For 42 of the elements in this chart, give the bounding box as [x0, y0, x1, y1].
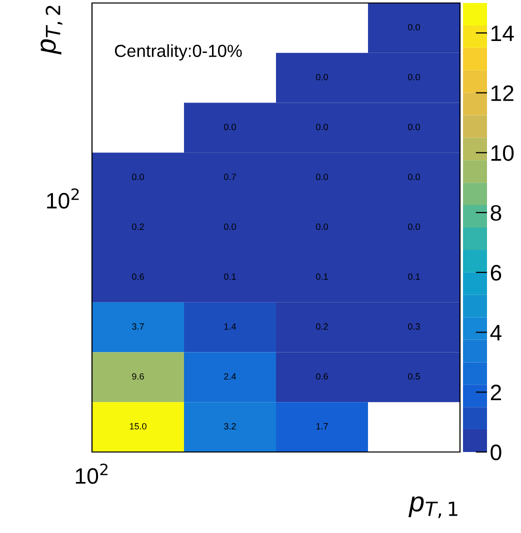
text: 10$^{2}$ [47, 188, 79, 209]
data-label: 0.1 [224, 273, 236, 280]
data-label: 2.4 [224, 373, 236, 380]
data-label: 0.6 [132, 273, 144, 280]
color-bar-label: 6 [490, 264, 502, 281]
data-label: 3.7 [132, 323, 144, 330]
data-label: 0.5 [408, 373, 420, 380]
annotation: Centrality:0-10% [114, 44, 242, 60]
data-label: 0.0 [408, 74, 420, 80]
data-label: 15.0 [130, 423, 146, 430]
data-label: 0.2 [316, 323, 328, 330]
data-label: 1.4 [224, 323, 236, 330]
data-label: 0.2 [132, 224, 144, 230]
data-label: 0.0 [316, 124, 328, 130]
data-label: 0.7 [224, 174, 236, 180]
data-label: 0.0 [224, 124, 236, 130]
data-label: 0.0 [408, 24, 420, 30]
color-bar-label: 14 [491, 26, 514, 41]
data-label: 0.0 [224, 224, 236, 230]
color-bar-label: 8 [490, 205, 502, 221]
data-label: 0.0 [132, 174, 144, 180]
data-label: 0.3 [408, 323, 420, 330]
data-label: 0.1 [408, 273, 420, 280]
x-axis-title: p$_{T,1}$ [408, 496, 458, 518]
color-bar-label: 10 [491, 145, 514, 161]
data-label: 0.0 [408, 174, 420, 180]
data-label: 0.0 [408, 224, 420, 230]
data-label: 0.1 [316, 273, 328, 280]
data-label: 1.7 [316, 423, 328, 430]
data-label: 0.0 [408, 124, 420, 130]
color-bar-label: 12 [491, 85, 514, 101]
data-label: 0.0 [316, 74, 328, 80]
color-bar-label: 2 [490, 384, 502, 400]
color-bar-label: 4 [490, 325, 502, 340]
text: 10$^{2}$ [76, 464, 108, 484]
data-label: 9.6 [132, 373, 144, 380]
color-bar-label: 0 [490, 444, 502, 460]
data-label: 0.0 [316, 174, 328, 180]
data-label: 0.6 [316, 373, 328, 380]
data-label: 0.0 [316, 224, 328, 230]
y-axis-title: p$_{T,2}$ [40, 6, 62, 55]
data-label: 3.2 [224, 423, 236, 430]
